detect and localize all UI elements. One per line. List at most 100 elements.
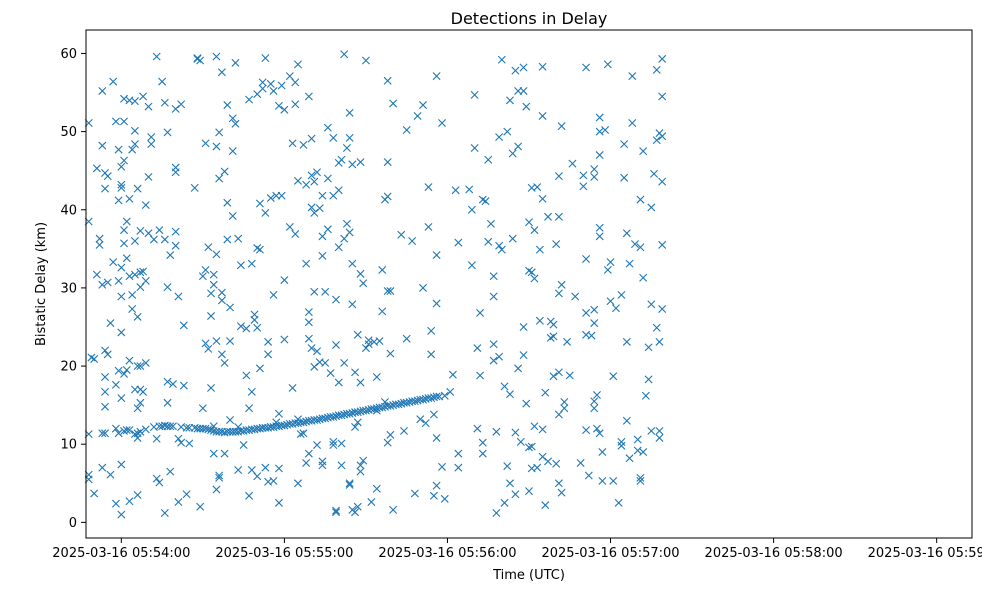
y-tick-label: 50 [60, 125, 77, 140]
data-point-marker [402, 126, 411, 135]
data-point-marker [160, 98, 169, 107]
data-point-marker [340, 50, 349, 59]
data-point-marker [277, 81, 286, 90]
data-point-marker [133, 433, 142, 442]
data-point-marker [609, 476, 618, 485]
data-point-marker [163, 377, 172, 386]
data-point-marker [166, 422, 175, 431]
data-point-marker [182, 423, 191, 432]
data-point-marker [272, 418, 281, 427]
data-point-marker [109, 258, 118, 267]
data-point-marker [302, 180, 311, 189]
data-point-marker [557, 280, 566, 289]
data-point-marker [117, 510, 126, 519]
data-point-marker [486, 219, 495, 228]
data-point-marker [538, 425, 547, 434]
data-point-marker [220, 358, 229, 367]
data-point-marker [383, 76, 392, 85]
data-point-marker [538, 194, 547, 203]
data-point-marker [274, 464, 283, 473]
data-point-marker [293, 479, 302, 488]
data-point-marker [111, 380, 120, 389]
data-point-marker [201, 424, 210, 433]
data-point-marker [554, 172, 563, 181]
data-point-marker [163, 128, 172, 137]
data-point-marker [644, 343, 653, 352]
data-point-marker [318, 251, 327, 260]
data-point-marker [98, 141, 107, 150]
data-point-marker [579, 182, 588, 191]
data-point-marker [130, 97, 139, 106]
data-point-marker [544, 212, 553, 221]
data-point-marker [130, 270, 139, 279]
data-point-marker [408, 237, 417, 246]
data-point-marker [133, 362, 142, 371]
data-point-marker [519, 322, 528, 331]
data-point-marker [101, 402, 110, 411]
data-point-marker [633, 446, 642, 455]
data-point-marker [136, 362, 145, 371]
data-point-marker [511, 490, 520, 499]
data-point-marker [631, 240, 639, 249]
data-point-marker [655, 426, 664, 435]
data-point-marker [117, 180, 126, 189]
data-point-marker [522, 102, 531, 111]
data-point-marker [310, 287, 319, 296]
data-point-marker [375, 337, 384, 346]
data-point-marker [345, 480, 354, 489]
data-point-marker [511, 66, 520, 75]
data-point-marker [549, 372, 558, 381]
data-point-marker [590, 404, 599, 413]
data-point-marker [274, 498, 283, 507]
data-point-marker [212, 52, 221, 61]
data-point-marker [410, 397, 419, 406]
data-point-marker [639, 273, 648, 282]
data-point-marker [223, 101, 232, 110]
data-point-marker [636, 195, 645, 204]
data-point-marker [334, 378, 343, 387]
data-point-marker [595, 127, 604, 136]
data-point-marker [495, 241, 504, 250]
data-point-marker [383, 158, 392, 167]
data-point-marker [163, 283, 172, 292]
data-point-marker [299, 418, 308, 427]
data-point-marker [166, 251, 175, 260]
data-point-marker [484, 155, 493, 164]
data-point-marker [625, 259, 634, 268]
data-point-marker [280, 421, 289, 430]
data-point-marker [212, 142, 221, 151]
data-point-marker [356, 158, 365, 167]
data-point-marker [432, 481, 441, 490]
data-point-marker [364, 340, 373, 349]
data-point-marker [318, 457, 327, 466]
data-point-marker [432, 72, 441, 81]
data-point-marker [120, 94, 129, 103]
data-point-marker [353, 330, 362, 339]
data-point-marker [554, 212, 563, 221]
data-point-marker [541, 388, 550, 397]
data-point-marker [478, 438, 487, 447]
y-tick-label: 60 [60, 47, 77, 62]
data-point-marker [147, 140, 156, 149]
data-point-marker [120, 117, 129, 126]
data-point-marker [416, 415, 425, 424]
data-point-marker [120, 156, 129, 165]
data-point-marker [620, 173, 629, 182]
data-point-marker [655, 337, 664, 346]
data-point-marker [432, 433, 441, 442]
data-point-marker [438, 119, 447, 127]
data-point-marker [508, 149, 517, 158]
data-point-marker [128, 145, 137, 154]
data-point-marker [304, 449, 313, 458]
data-point-marker [470, 90, 479, 99]
data-point-marker [633, 435, 642, 444]
data-point-marker [353, 502, 362, 511]
data-point-marker [514, 142, 523, 151]
data-point-marker [136, 226, 145, 235]
data-point-marker [337, 411, 346, 420]
data-point-marker [130, 237, 139, 246]
data-point-marker [473, 424, 482, 433]
data-point-marker [587, 331, 596, 340]
data-point-marker [274, 409, 283, 418]
data-point-marker [544, 457, 553, 466]
